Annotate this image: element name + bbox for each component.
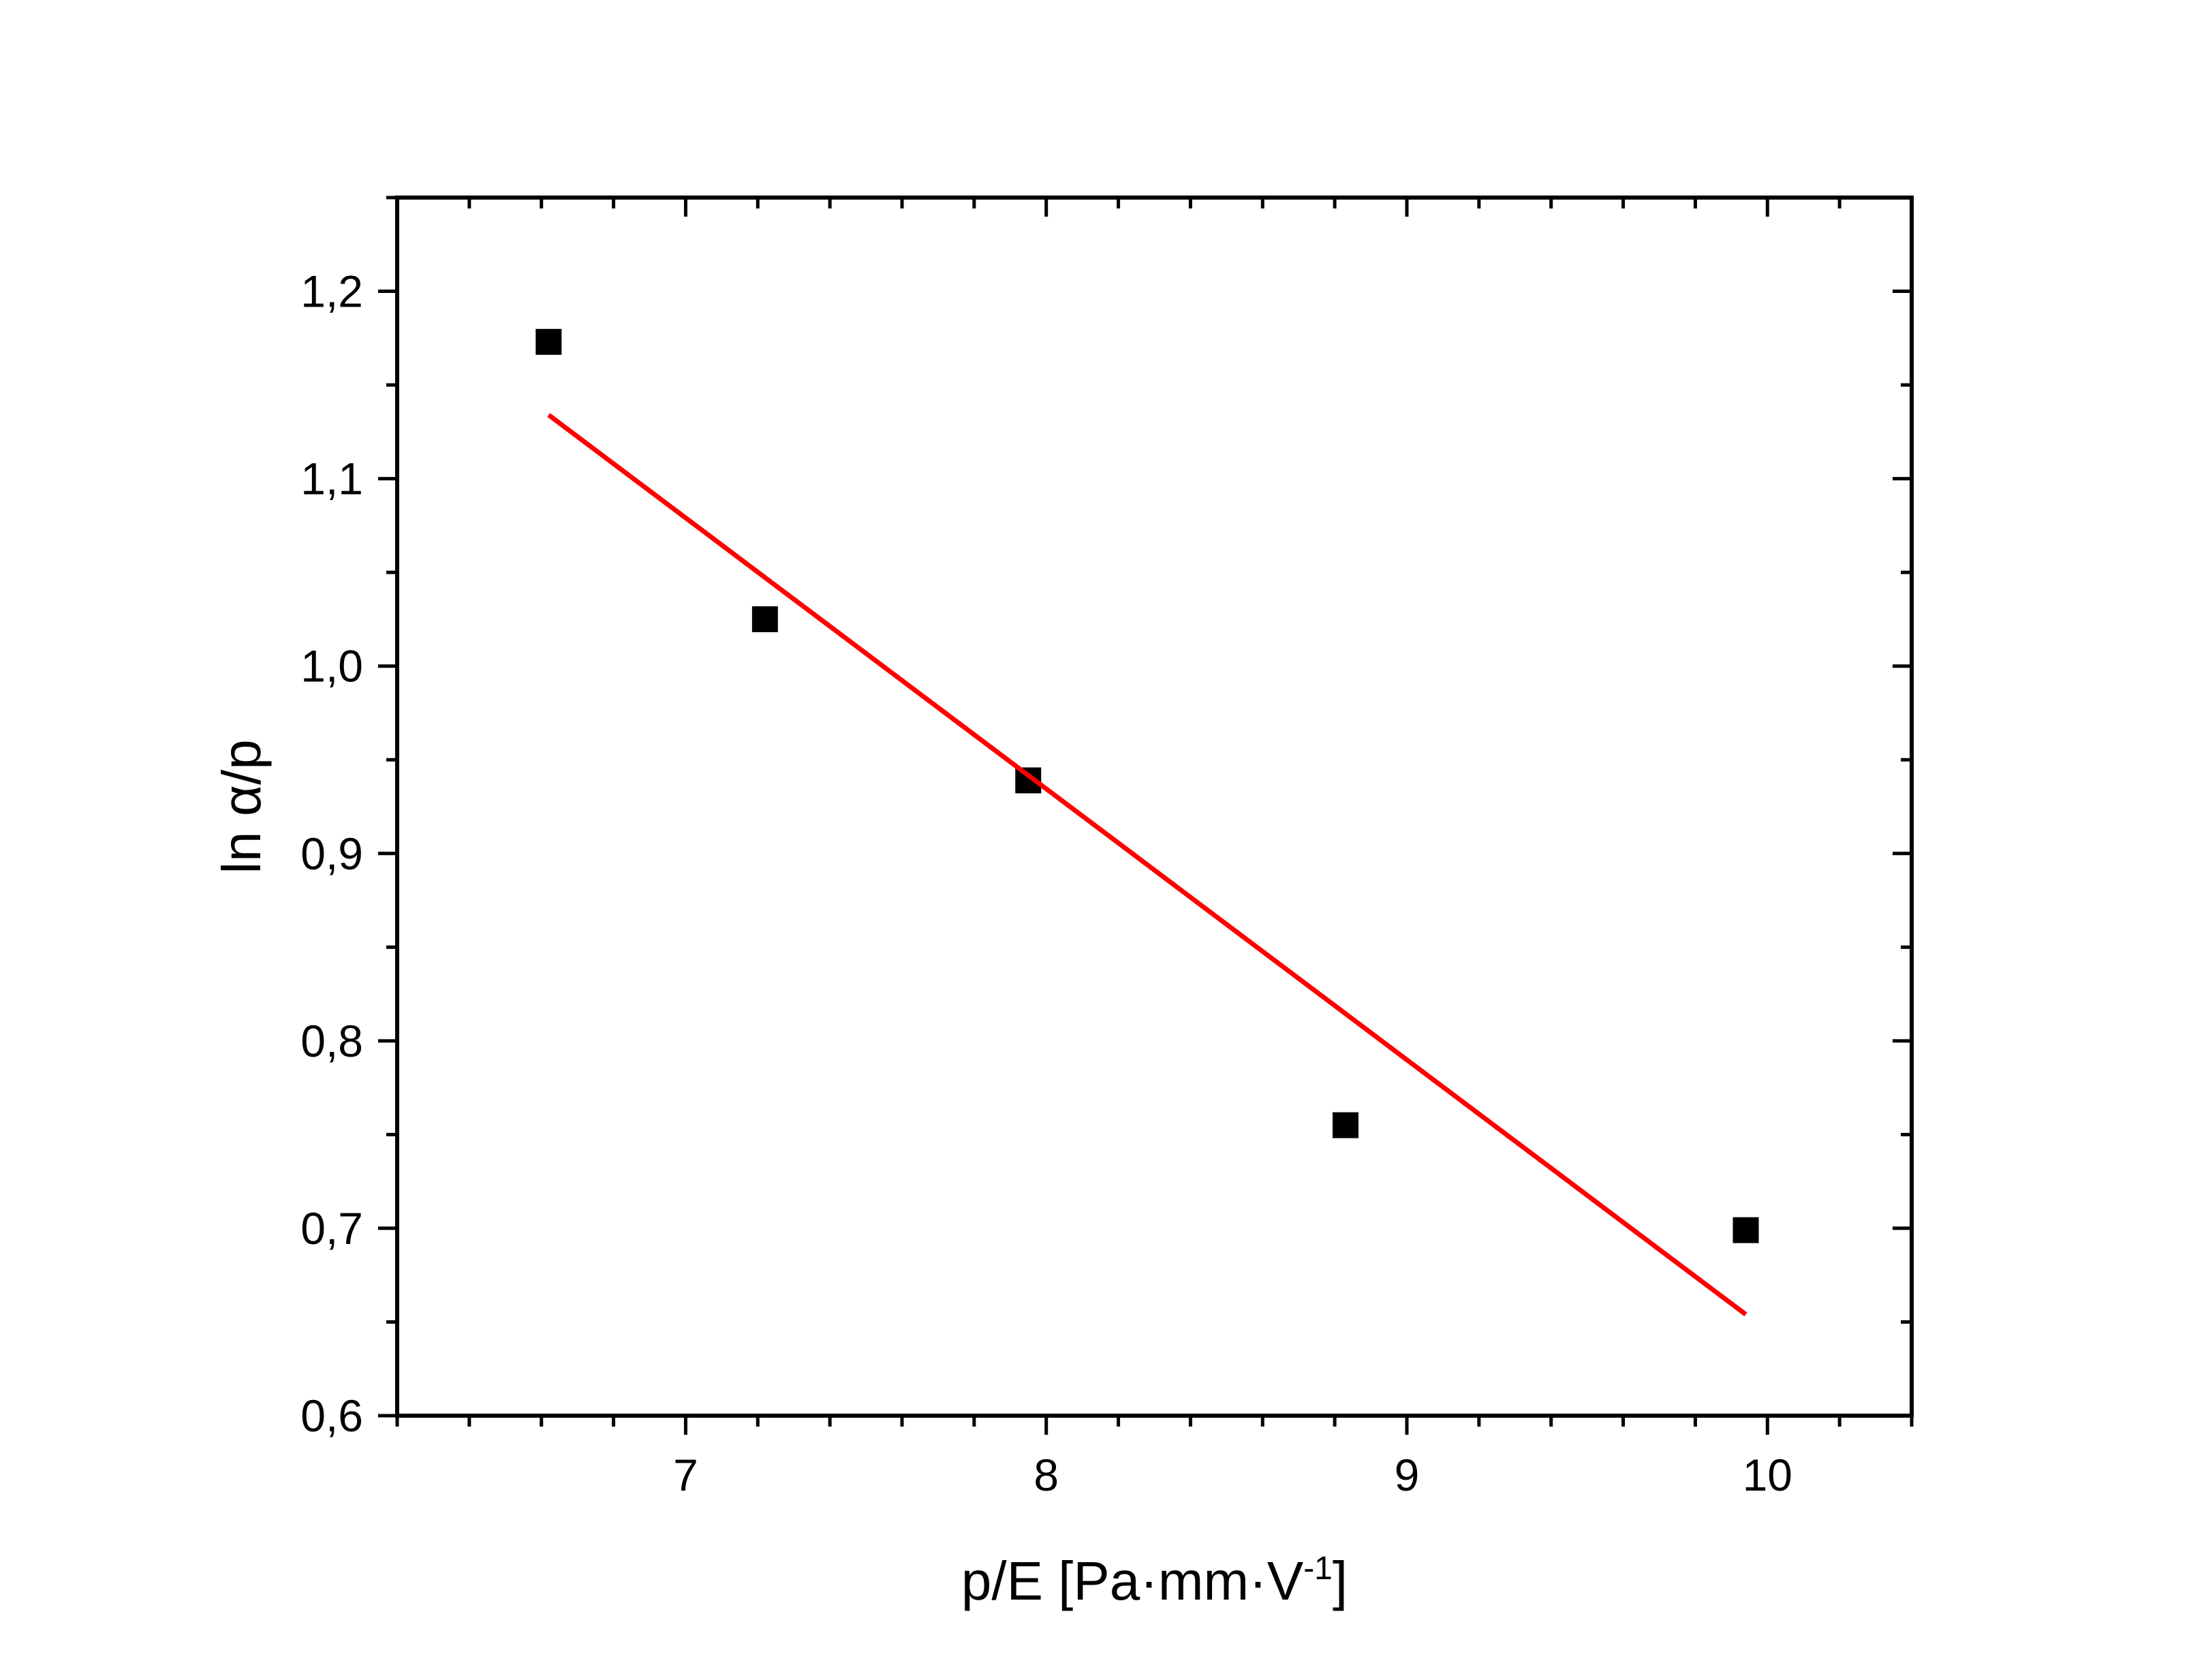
series-layer (535, 328, 1759, 1317)
tick-labels: 7 8 9 10 0,6 0,7 0,8 0,9 1,0 1,1 1,2 (300, 266, 1792, 1500)
fit-line (547, 413, 1747, 1317)
data-point (535, 328, 562, 355)
x-tick-label: 8 (1034, 1450, 1059, 1500)
plot-frame (395, 196, 1914, 1418)
x-tick-label: 7 (673, 1450, 698, 1500)
x-axis-title-suffix: ] (1333, 1551, 1348, 1611)
data-point (751, 606, 778, 632)
y-tick-label: 1,1 (300, 454, 363, 504)
y-tick-label: 1,2 (300, 266, 363, 317)
y-tick-label: 0,7 (300, 1203, 363, 1254)
x-axis-title: p/E [Pa·mm·V-1] (961, 1551, 1348, 1611)
x-axis-title-superscript: -1 (1303, 1551, 1333, 1587)
major-ticks (378, 198, 1912, 1435)
x-tick-label: 10 (1743, 1450, 1792, 1500)
x-axis-title-main: p/E [Pa·mm·V (961, 1551, 1304, 1611)
x-tick-label: 9 (1395, 1450, 1420, 1500)
y-axis-title: ln α/p (211, 739, 272, 873)
data-point (1732, 1217, 1759, 1243)
minor-ticks (386, 196, 1914, 1427)
y-tick-label: 0,9 (300, 828, 363, 879)
y-tick-label: 0,6 (300, 1390, 363, 1441)
y-tick-label: 0,8 (300, 1016, 363, 1066)
y-tick-label: 1,0 (300, 641, 363, 691)
data-point (1333, 1112, 1359, 1138)
